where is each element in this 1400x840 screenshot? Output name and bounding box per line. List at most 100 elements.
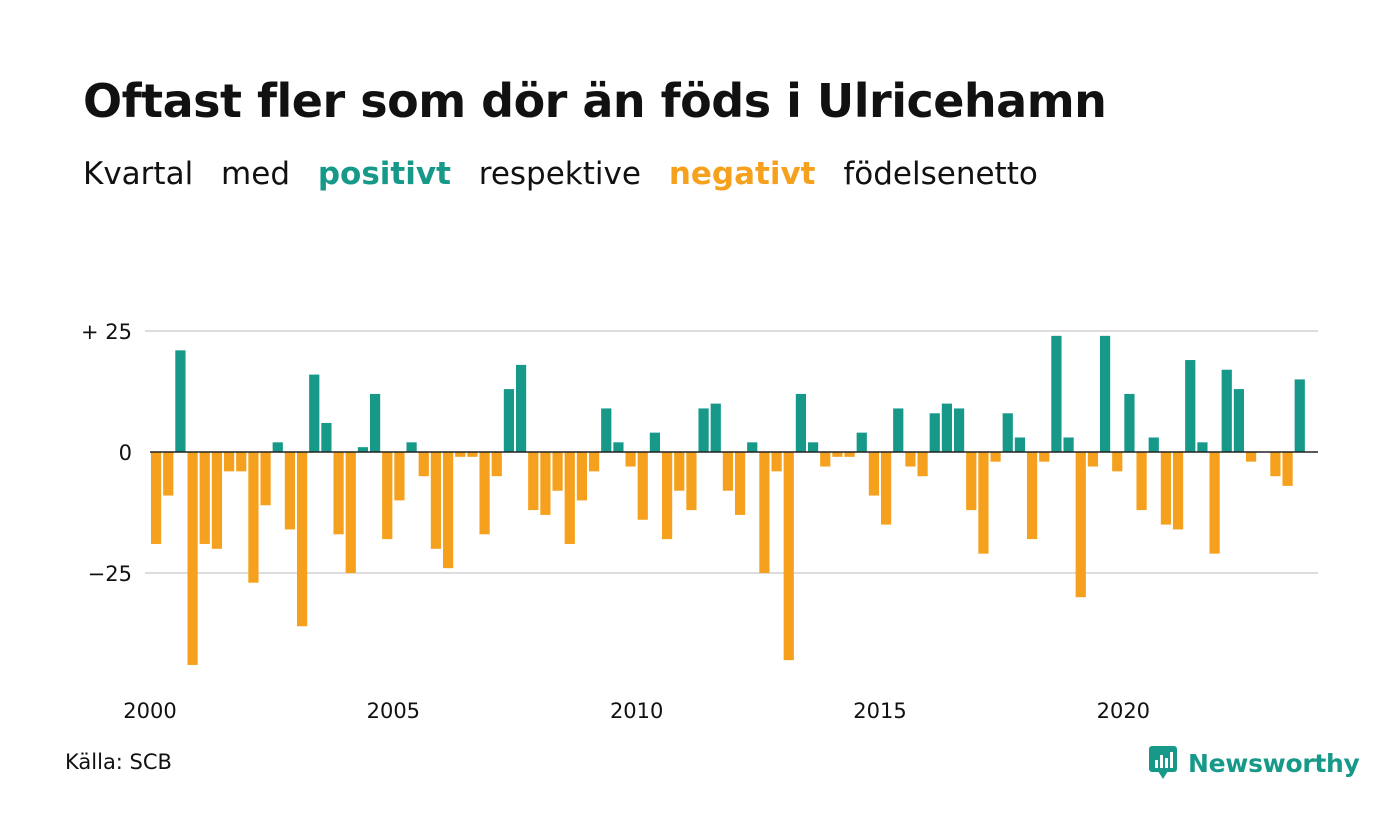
bar-positive: [747, 442, 758, 452]
bar-positive: [1014, 437, 1026, 452]
bar-positive: [807, 442, 819, 452]
subtitle-part-4: födelsenetto: [843, 156, 1038, 192]
bar-negative: [576, 452, 588, 501]
bar-negative: [1075, 452, 1086, 598]
bar-negative: [1112, 452, 1123, 472]
bar-positive: [601, 408, 612, 452]
bar-positive: [710, 403, 721, 452]
x-tick-label: 2000: [123, 699, 176, 723]
subtitle-negative-label: negativt: [668, 156, 816, 192]
bar-positive: [321, 422, 332, 452]
bar-negative: [1172, 452, 1184, 530]
bar-negative: [820, 452, 831, 467]
bar-negative: [187, 452, 198, 665]
y-tick-label: 0: [119, 441, 132, 465]
bar-positive: [1063, 437, 1074, 452]
bar-negative: [966, 452, 977, 511]
subtitle-part-1: Kvartal: [83, 156, 194, 192]
bar-positive: [1002, 413, 1013, 452]
bar-positive: [1099, 335, 1111, 452]
bar-negative: [382, 452, 393, 540]
bar-negative: [150, 452, 162, 544]
bar-negative: [917, 452, 928, 477]
brand-logo: Newsworthy: [1148, 743, 1360, 783]
bar-negative: [880, 452, 892, 525]
bar-negative: [467, 452, 478, 457]
bar-negative: [637, 452, 648, 520]
bar-negative: [455, 452, 466, 457]
bar-positive: [929, 413, 940, 452]
bar-negative: [540, 452, 551, 515]
bar-negative: [978, 452, 989, 554]
y-tick-label: −25: [88, 562, 132, 586]
bar-negative: [1270, 452, 1281, 477]
newsworthy-logo-icon: [1149, 746, 1177, 779]
bar-negative: [479, 452, 490, 535]
bar-negative: [564, 452, 575, 544]
bar-negative: [418, 452, 429, 477]
bar-positive: [515, 364, 527, 452]
bar-positive: [893, 408, 904, 452]
bar-positive: [357, 447, 369, 452]
bar-positive: [406, 442, 417, 452]
bar-positive: [698, 408, 709, 452]
bar-negative: [260, 452, 271, 506]
bar-positive: [1185, 360, 1196, 452]
bar-negative: [199, 452, 210, 544]
source-note: Källa: SCB: [65, 750, 172, 774]
bar-positive: [795, 393, 807, 452]
bar-positive: [309, 374, 320, 452]
bar-negative: [491, 452, 502, 477]
bar-positive: [649, 432, 661, 452]
bar-negative: [1039, 452, 1050, 462]
bar-negative: [552, 452, 563, 491]
bar-negative: [783, 452, 794, 661]
bar-negative: [661, 452, 673, 540]
bar-positive: [1233, 389, 1245, 452]
bar-negative: [1209, 452, 1220, 554]
bar-negative: [163, 452, 174, 496]
bar-positive: [1051, 335, 1062, 452]
subtitle-part-3: respektive: [478, 156, 641, 192]
bar-negative: [394, 452, 405, 501]
brand-name: Newsworthy: [1188, 748, 1360, 778]
bar-negative: [844, 452, 855, 457]
bar-negative: [296, 452, 308, 627]
bar-negative: [990, 452, 1001, 462]
bar-positive: [175, 350, 186, 452]
bar-negative: [248, 452, 259, 583]
bar-negative: [430, 452, 442, 549]
subtitle-positive-label: positivt: [317, 156, 451, 192]
bar-negative: [868, 452, 880, 496]
bar-negative: [734, 452, 746, 515]
bar-chart: + 25 0 −25 2000 2005 2010 2015 2020: [81, 320, 1318, 723]
bar-negative: [345, 452, 356, 573]
bar-negative: [832, 452, 843, 457]
bar-negative: [722, 452, 734, 491]
x-tick-label: 2010: [610, 699, 663, 723]
bar-positive: [1148, 437, 1159, 452]
x-tick-label: 2020: [1097, 699, 1150, 723]
bar-negative: [686, 452, 697, 511]
bar-negative: [1160, 452, 1172, 525]
bar-positive: [1124, 393, 1135, 452]
bar-positive: [1197, 442, 1208, 452]
bar-negative: [236, 452, 247, 472]
chart-title: Oftast fler som dör än föds i Ulricehamn: [83, 74, 1107, 128]
bar-negative: [1245, 452, 1257, 462]
bar-negative: [223, 452, 235, 472]
subtitle-part-2: med: [221, 156, 290, 192]
bar-positive: [1221, 369, 1232, 452]
x-tick-label: 2015: [853, 699, 906, 723]
bar-negative: [674, 452, 685, 491]
x-tick-label: 2005: [367, 699, 420, 723]
bar-negative: [1282, 452, 1293, 486]
bar-negative: [333, 452, 344, 535]
bar-positive: [941, 403, 953, 452]
bar-positive: [369, 393, 381, 452]
bar-positive: [503, 389, 515, 452]
bar-negative: [442, 452, 454, 569]
bar-positive: [856, 432, 867, 452]
bar-negative: [211, 452, 223, 549]
y-tick-label: + 25: [81, 320, 132, 344]
